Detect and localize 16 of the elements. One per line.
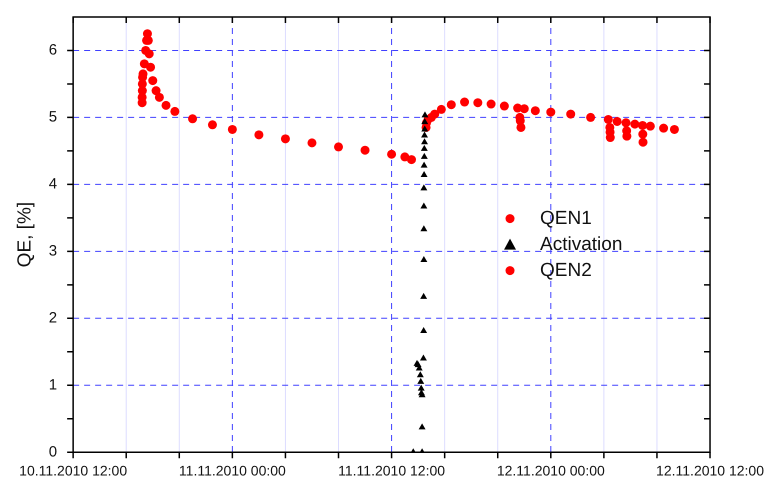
y-tick-label: 1 [48,376,58,394]
x-tick-label: 11.11.2010 00:00 [178,462,286,478]
legend-label: Activation [540,234,622,255]
legend-label: QEN2 [540,260,592,281]
y-tick-label: 5 [48,108,58,126]
y-tick-label: 6 [48,42,58,59]
y-axis-title: QE, [%] [14,202,36,268]
x-tick-label: 11.11.2010 12:00 [338,462,446,478]
y-tick-label: 0 [48,443,58,460]
x-tick-label: 10.11.2010 12:00 [19,462,128,478]
y-tick-label: 2 [48,309,58,326]
legend-label: QEN1 [540,208,592,229]
y-tick-label: 3 [48,242,58,260]
x-tick-label: 12.11.2010 12:00 [656,462,764,478]
x-tick-label: 12.11.2010 00:00 [496,462,605,478]
y-tick-label: 4 [48,176,58,193]
